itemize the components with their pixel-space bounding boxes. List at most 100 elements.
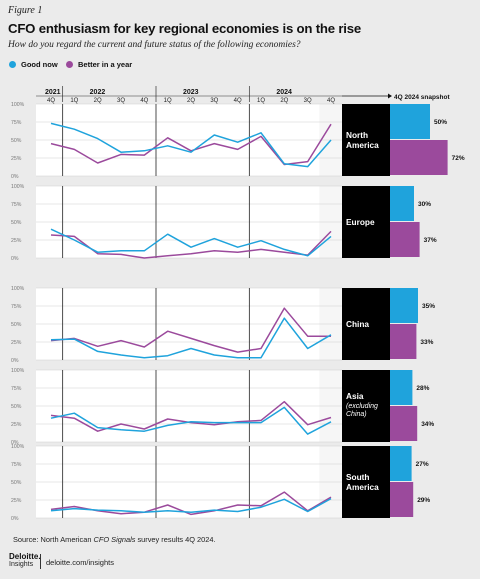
y-tick-label: 0%	[11, 516, 19, 522]
y-tick-label: 50%	[11, 138, 22, 144]
region-label: Europe	[346, 217, 375, 227]
y-tick-label: 75%	[11, 462, 22, 468]
deloitte-insights-logo: Insights	[9, 561, 34, 568]
y-tick-label: 50%	[11, 322, 22, 328]
legend-good-now: Good now	[9, 60, 58, 69]
snapshot-bar-good-now-china	[390, 288, 418, 323]
series-line-good-now-asia-excluding-china	[50, 406, 332, 435]
source-italic: CFO Signals	[93, 535, 136, 544]
snapshot-box-china	[342, 288, 390, 360]
y-tick-label: 50%	[11, 480, 22, 486]
region-note: China)	[346, 411, 367, 418]
y-tick-label: 100%	[11, 368, 25, 374]
legend-good-now-label: Good now	[21, 60, 58, 69]
series-line-good-now-china	[50, 317, 332, 359]
region-note: (excluding	[346, 403, 378, 410]
snapshot-value-good-now: 35%	[422, 303, 435, 310]
chart-title: CFO enthusiasm for key regional economie…	[8, 21, 362, 36]
quarter-label: 3Q	[210, 98, 218, 104]
y-tick-label: 25%	[11, 340, 22, 346]
snapshot-bar-better-in-year-south-america	[390, 482, 414, 517]
y-tick-label: 25%	[11, 498, 22, 504]
y-tick-label: 100%	[11, 286, 25, 292]
region-label: North	[346, 130, 368, 140]
snapshot-value-good-now: 30%	[418, 201, 431, 208]
y-tick-label: 0%	[11, 358, 19, 364]
y-tick-label: 75%	[11, 386, 22, 392]
footer-divider	[40, 554, 41, 569]
snapshot-header: 4Q 2024 snapshot	[394, 94, 450, 101]
snapshot-box-asia-excluding-china	[342, 370, 390, 442]
y-tick-label: 75%	[11, 120, 22, 126]
y-tick-label: 25%	[11, 156, 22, 162]
snapshot-bar-better-in-year-europe	[390, 222, 420, 257]
snapshot-bar-good-now-south-america	[390, 446, 412, 481]
quarter-label: 4Q	[140, 98, 148, 104]
chart-subtitle: How do you regard the current and future…	[8, 40, 301, 50]
year-label-2021: 2021	[45, 89, 61, 96]
y-tick-label: 50%	[11, 404, 22, 410]
series-line-better-in-year-asia-excluding-china	[50, 400, 332, 432]
y-tick-label: 50%	[11, 220, 22, 226]
series-line-good-now-north-america	[50, 122, 332, 168]
region-label: China	[346, 319, 369, 329]
y-tick-label: 25%	[11, 422, 22, 428]
y-tick-label: 75%	[11, 202, 22, 208]
snapshot-value-better-in-year: 37%	[424, 237, 437, 244]
snapshot-box-north-america	[342, 104, 390, 176]
year-label-2024: 2024	[276, 89, 292, 96]
snapshot-bar-good-now-asia-excluding-china	[390, 370, 413, 405]
y-tick-label: 0%	[11, 256, 19, 262]
y-tick-label: 100%	[11, 444, 25, 450]
y-tick-label: 100%	[11, 102, 25, 108]
y-tick-label: 100%	[11, 184, 25, 190]
series-line-good-now-europe	[50, 228, 332, 257]
series-line-better-in-year-europe	[50, 230, 332, 259]
legend-better-in-year-swatch	[66, 61, 73, 68]
snapshot-value-better-in-year: 29%	[417, 497, 430, 504]
region-label: Asia	[346, 391, 364, 401]
legend-good-now-swatch	[9, 61, 16, 68]
quarter-label: 2Q	[187, 98, 195, 104]
quarter-label: 3Q	[117, 98, 125, 104]
quarter-label: 3Q	[304, 98, 312, 104]
quarter-label: 4Q	[327, 98, 335, 104]
y-tick-label: 25%	[11, 238, 22, 244]
source-note: Source: North American CFO Signals surve…	[13, 535, 216, 544]
snapshot-bar-good-now-north-america	[390, 104, 430, 139]
source-prefix: Source: North American	[13, 535, 94, 544]
snapshot-box-south-america	[342, 446, 390, 518]
footer-url: deloitte.com/insights	[46, 558, 114, 567]
region-label: South	[346, 472, 370, 482]
legend-better-in-year: Better in a year	[66, 60, 132, 69]
quarter-label: 2Q	[94, 98, 102, 104]
region-label: America	[346, 140, 379, 150]
year-label-2022: 2022	[90, 89, 106, 96]
snapshot-value-good-now: 28%	[416, 385, 429, 392]
region-label: America	[346, 482, 379, 492]
snapshot-value-better-in-year: 72%	[452, 155, 465, 162]
y-tick-label: 75%	[11, 304, 22, 310]
source-suffix: survey results 4Q 2024.	[135, 535, 216, 544]
y-tick-label: 0%	[11, 440, 19, 446]
snapshot-bar-better-in-year-north-america	[390, 140, 448, 175]
snapshot-bar-better-in-year-china	[390, 324, 417, 359]
y-tick-label: 0%	[11, 174, 19, 180]
series-line-better-in-year-china	[50, 307, 331, 353]
quarter-label: 1Q	[257, 98, 265, 104]
figure-label: Figure 1	[8, 5, 43, 16]
quarter-label: 1Q	[164, 98, 172, 104]
snapshot-arrow-head	[388, 93, 392, 99]
quarter-label: 4Q	[47, 98, 55, 104]
snapshot-box-europe	[342, 186, 390, 258]
snapshot-value-better-in-year: 33%	[420, 339, 433, 346]
quarter-label: 2Q	[280, 98, 288, 104]
snapshot-value-good-now: 50%	[434, 119, 447, 126]
quarter-label: 1Q	[70, 98, 78, 104]
series-line-good-now-south-america	[50, 497, 332, 513]
snapshot-bar-better-in-year-asia-excluding-china	[390, 406, 418, 441]
legend-better-in-year-label: Better in a year	[78, 60, 133, 69]
snapshot-bar-good-now-europe	[390, 186, 414, 221]
quarter-label: 4Q	[234, 98, 242, 104]
